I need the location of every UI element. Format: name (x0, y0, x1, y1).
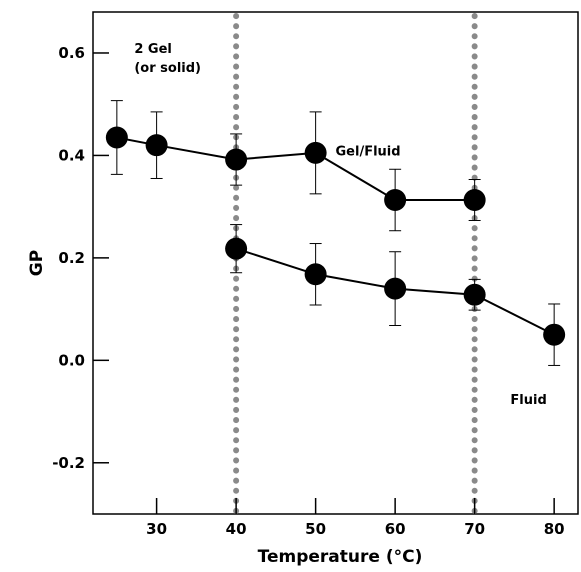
data-point-2-4 (463, 283, 486, 306)
plot-frame (92, 11, 579, 515)
series-2 (225, 224, 566, 366)
annotation-3-line-1: Fluid (510, 393, 546, 408)
y-tick-label-3: 0.4 (58, 146, 85, 164)
series-layer (105, 100, 566, 366)
y-tick-label-2: 0.2 (58, 249, 85, 267)
x-tick-label-50: 50 (305, 520, 326, 538)
data-point-1-2 (145, 134, 168, 157)
data-point-2-5 (543, 323, 566, 346)
data-point-1-6 (463, 188, 486, 211)
data-point-1-3 (225, 148, 248, 171)
x-tick-label-70: 70 (464, 520, 485, 538)
x-tick-label-80: 80 (544, 520, 565, 538)
annotation-1-line-1: 2 Gel (134, 42, 172, 57)
reference-lines (233, 13, 478, 517)
data-point-2-2 (304, 263, 327, 286)
series-1 (105, 100, 486, 232)
x-tick-label-40: 40 (226, 520, 247, 538)
axes: 30 40 50 60 70 80 -0.2 0.0 0.2 0.4 0.6 (52, 44, 564, 538)
annotation-1-line-2: (or solid) (134, 61, 201, 76)
y-tick-label-1: 0.0 (58, 351, 85, 369)
data-point-1-4 (304, 141, 327, 164)
series-1-line (116, 136, 475, 201)
x-axis-title: Temperature (°C) (258, 547, 423, 567)
y-tick-label-0: -0.2 (52, 454, 85, 472)
annotation-2-line-1: Gel/Fluid (336, 144, 401, 159)
y-axis-title: GP (27, 250, 47, 276)
data-point-2-1 (225, 237, 248, 260)
x-tick-label-30: 30 (146, 520, 167, 538)
x-tick-label-60: 60 (385, 520, 406, 538)
annotations: 2 Gel (or solid) Gel/Fluid Fluid (134, 42, 546, 408)
data-point-2-3 (384, 277, 407, 300)
data-point-1-5 (384, 188, 407, 211)
data-point-1-1 (105, 126, 128, 149)
y-tick-label-4: 0.6 (58, 44, 85, 62)
